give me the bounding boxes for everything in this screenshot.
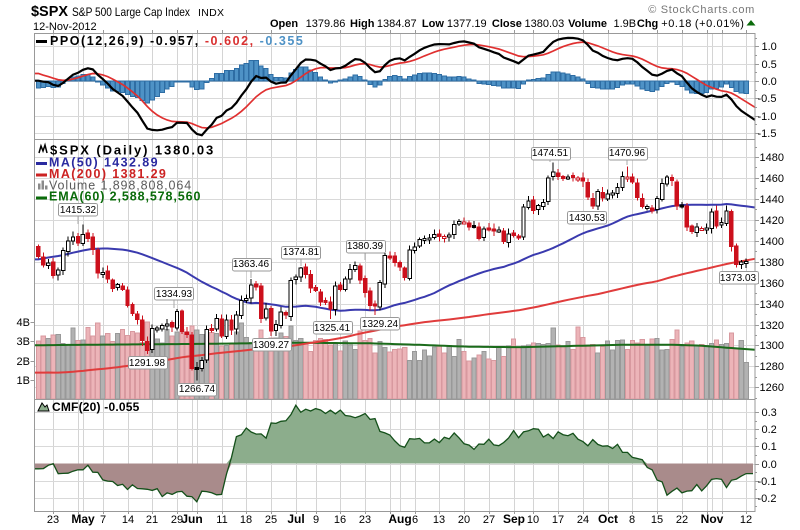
svg-text:-0.5: -0.5	[758, 93, 777, 105]
svg-text:20: 20	[458, 514, 470, 526]
svg-text:Close: Close	[492, 18, 522, 30]
svg-text:6: 6	[412, 514, 418, 526]
svg-text:16: 16	[334, 514, 346, 526]
svg-text:1.9B: 1.9B	[614, 18, 637, 30]
svg-text:Open: Open	[270, 18, 298, 30]
svg-text:1325.41: 1325.41	[314, 323, 351, 334]
svg-text:High: High	[350, 18, 375, 30]
svg-text:0.0: 0.0	[762, 459, 777, 471]
svg-text:1380.03: 1380.03	[525, 18, 565, 30]
svg-text:15: 15	[651, 514, 663, 526]
svg-text:9: 9	[313, 514, 319, 526]
svg-text:Sep: Sep	[503, 512, 525, 526]
svg-text:-0.2: -0.2	[758, 493, 777, 505]
svg-text:23: 23	[47, 514, 59, 526]
svg-text:1340: 1340	[760, 299, 784, 311]
svg-text:12-Nov-2012: 12-Nov-2012	[33, 21, 97, 33]
svg-text:4B: 4B	[17, 317, 30, 329]
svg-text:1470.96: 1470.96	[609, 148, 646, 159]
svg-text:MA(50) 1432.89: MA(50) 1432.89	[49, 156, 159, 170]
svg-text:$SPX: $SPX	[31, 3, 68, 20]
svg-text:1329.24: 1329.24	[362, 319, 399, 330]
svg-text:25: 25	[265, 514, 277, 526]
svg-text:1320: 1320	[760, 320, 784, 332]
svg-text:22: 22	[676, 514, 688, 526]
svg-text:1377.19: 1377.19	[447, 18, 487, 30]
svg-text:29: 29	[171, 514, 183, 526]
svg-text:1.0: 1.0	[762, 41, 777, 53]
svg-text:-1.5: -1.5	[758, 128, 777, 140]
svg-text:© StockCharts.com: © StockCharts.com	[648, 4, 755, 16]
svg-text:1474.51: 1474.51	[532, 148, 569, 159]
svg-text:1260: 1260	[760, 382, 784, 394]
svg-text:Jun: Jun	[181, 512, 202, 526]
svg-text:0.5: 0.5	[762, 59, 777, 71]
svg-text:8: 8	[629, 514, 635, 526]
svg-text:1300: 1300	[760, 340, 784, 352]
svg-text:1B: 1B	[17, 375, 30, 387]
svg-text:1380: 1380	[760, 257, 784, 269]
svg-text:1266.74: 1266.74	[179, 384, 216, 395]
svg-text:1460: 1460	[760, 173, 784, 185]
svg-text:-1.0: -1.0	[758, 111, 777, 123]
svg-text:7: 7	[100, 514, 106, 526]
svg-text:Volume: Volume	[568, 18, 607, 30]
svg-text:21: 21	[146, 514, 158, 526]
svg-text:1440: 1440	[760, 194, 784, 206]
svg-text:CMF(20) -0.055: CMF(20) -0.055	[52, 400, 140, 414]
svg-text:14: 14	[122, 514, 134, 526]
svg-text:11: 11	[216, 514, 227, 526]
svg-text:Volume 1,898,808,064: Volume 1,898,808,064	[49, 179, 192, 193]
svg-text:Low: Low	[422, 18, 444, 30]
svg-text:1373.03: 1373.03	[720, 273, 757, 284]
svg-text:10: 10	[527, 514, 539, 526]
svg-text:0.0: 0.0	[762, 76, 777, 88]
svg-text:1379.86: 1379.86	[306, 18, 346, 30]
svg-text:PPO(12,26,9) -0.957, -0.602, -: PPO(12,26,9) -0.957, -0.602, -0.355	[50, 34, 304, 48]
svg-text:0.1: 0.1	[762, 441, 777, 453]
svg-text:1334.93: 1334.93	[156, 289, 193, 300]
svg-text:S&P 500 Large Cap Index: S&P 500 Large Cap Index	[72, 5, 190, 19]
svg-text:1415.32: 1415.32	[60, 205, 97, 216]
svg-text:1430.53: 1430.53	[569, 213, 606, 224]
svg-text:23: 23	[359, 514, 371, 526]
svg-text:1363.46: 1363.46	[233, 259, 270, 270]
svg-text:$SPX (Daily) 1380.03: $SPX (Daily) 1380.03	[50, 143, 215, 158]
svg-text:1384.87: 1384.87	[377, 18, 417, 30]
svg-text:EMA(60) 2,588,578,560: EMA(60) 2,588,578,560	[49, 190, 201, 204]
svg-text:17: 17	[552, 514, 564, 526]
svg-text:MA(200) 1381.29: MA(200) 1381.29	[49, 167, 167, 181]
svg-text:Oct: Oct	[598, 512, 618, 526]
svg-text:3B: 3B	[17, 336, 30, 348]
svg-text:1360: 1360	[760, 278, 784, 290]
svg-text:Jul: Jul	[287, 512, 304, 526]
svg-text:-0.1: -0.1	[758, 476, 777, 488]
svg-text:1280: 1280	[760, 361, 784, 373]
svg-text:18: 18	[240, 514, 252, 526]
svg-text:0.3: 0.3	[762, 407, 777, 419]
svg-text:1291.98: 1291.98	[129, 358, 166, 369]
svg-text:Aug: Aug	[388, 512, 411, 526]
svg-text:1374.81: 1374.81	[283, 247, 320, 258]
svg-text:Nov: Nov	[701, 512, 724, 526]
svg-text:1400: 1400	[760, 236, 784, 248]
svg-text:May: May	[71, 512, 95, 526]
svg-text:24: 24	[577, 514, 589, 526]
svg-text:0.2: 0.2	[762, 424, 777, 436]
svg-text:2B: 2B	[17, 356, 30, 368]
svg-text:1380.39: 1380.39	[347, 241, 384, 252]
svg-text:Chg: Chg	[637, 18, 658, 30]
svg-text:1309.27: 1309.27	[253, 340, 290, 351]
svg-text:+0.18 (+0.01%): +0.18 (+0.01%)	[661, 18, 744, 30]
svg-text:1420: 1420	[760, 215, 784, 227]
svg-text:12: 12	[740, 514, 752, 526]
svg-text:27: 27	[483, 514, 495, 526]
svg-text:INDX: INDX	[198, 7, 224, 19]
svg-text:1480: 1480	[760, 152, 784, 164]
svg-text:13: 13	[433, 514, 445, 526]
